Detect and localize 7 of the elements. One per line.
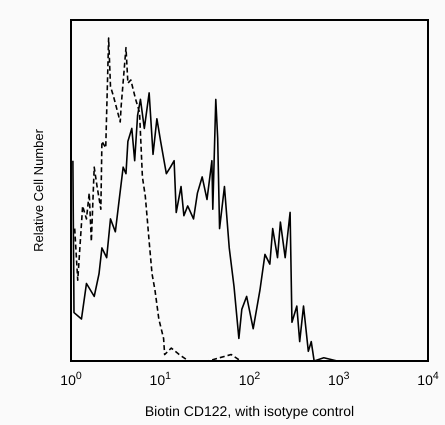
x-axis-title: Biotin CD122, with isotype control — [144, 403, 354, 419]
y-axis-title: Relative Cell Number — [31, 128, 46, 252]
x-tick-label: 10$^{3}$ — [328, 370, 350, 388]
x-tick-label: 10$^{4}$ — [417, 370, 439, 388]
x-tick-label: 10$^{0}$ — [60, 370, 82, 388]
x-tick-label: 10$^{2}$ — [238, 370, 260, 388]
x-tick-label: 10$^{1}$ — [150, 370, 172, 388]
